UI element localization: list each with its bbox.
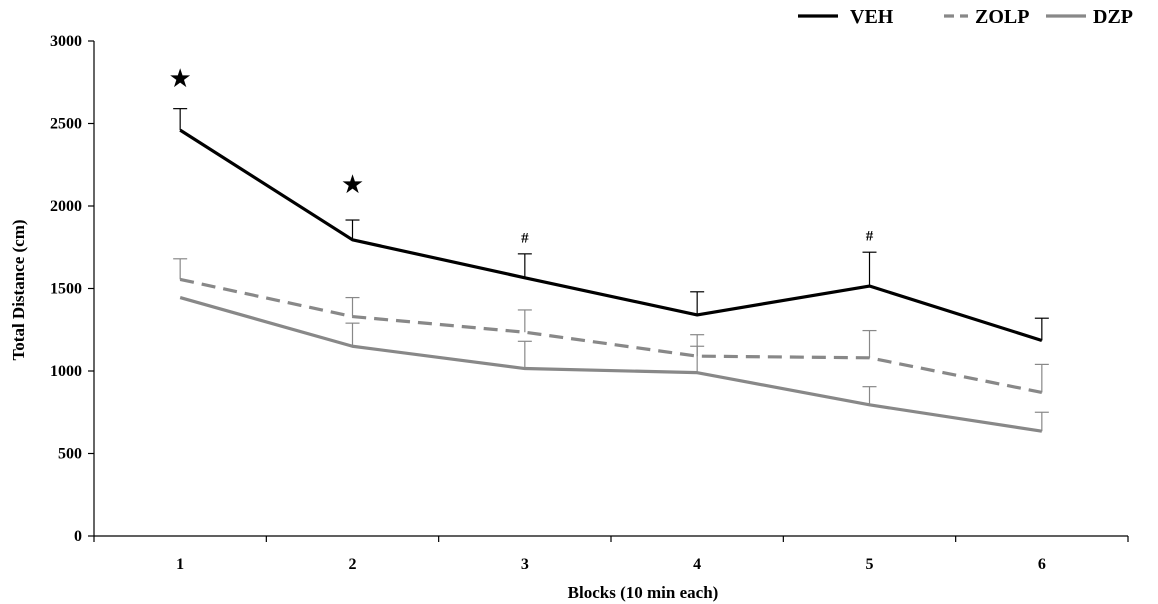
series-line-veh <box>179 128 1043 343</box>
y-tick-label: 0 <box>74 528 82 545</box>
y-tick-label: 2000 <box>50 198 82 215</box>
y-axis-title: Total Distance (cm) <box>9 219 28 360</box>
annotation-hash: # <box>521 230 529 246</box>
legend-label-dzp: DZP <box>1093 6 1133 28</box>
legend: VEH ZOLP DZP <box>798 6 1133 28</box>
annotations: ★ ★ # # <box>169 64 874 246</box>
x-tick-label: 3 <box>521 556 529 573</box>
y-tick-label: 1500 <box>50 281 82 298</box>
x-tick-label: 1 <box>176 556 184 573</box>
annotation-star: ★ <box>169 64 192 94</box>
x-tick-label: 5 <box>866 556 874 573</box>
x-tick-label: 4 <box>693 556 701 573</box>
series-errorbars-dzp <box>345 322 1049 432</box>
y-tick-label: 500 <box>58 446 82 463</box>
series-errorbars-veh <box>173 108 1049 341</box>
axes: 0 500 1000 1500 2000 2500 3000 1 2 3 4 5 6 <box>50 33 1129 573</box>
x-axis-title: Blocks (10 min each) <box>568 583 719 602</box>
series-line-dzp <box>179 296 1043 433</box>
legend-label-zolp: ZOLP <box>975 6 1029 28</box>
y-tick-label: 3000 <box>50 33 82 50</box>
annotation-hash: # <box>866 229 874 245</box>
legend-label-veh: VEH <box>850 6 894 28</box>
annotation-star: ★ <box>341 170 364 200</box>
series-layer <box>173 108 1049 433</box>
series-errorbars-zolp <box>173 258 1049 393</box>
y-tick-label: 1000 <box>50 363 82 380</box>
x-tick-label: 6 <box>1038 556 1046 573</box>
x-tick-label: 2 <box>349 556 357 573</box>
y-tick-label: 2500 <box>50 116 82 133</box>
